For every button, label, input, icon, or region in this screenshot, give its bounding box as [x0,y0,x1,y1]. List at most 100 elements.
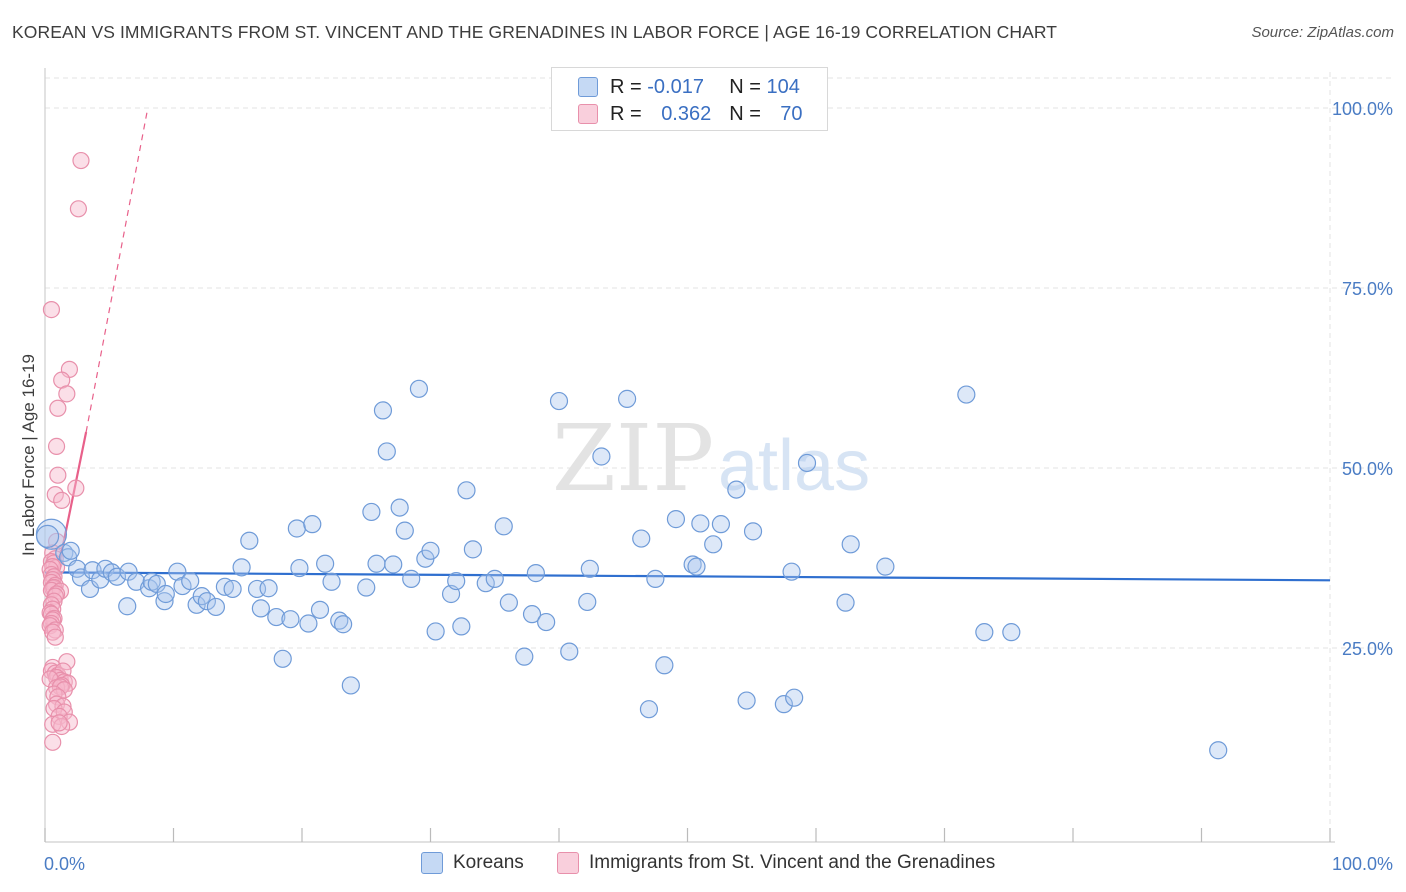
koreans-point [316,554,335,573]
koreans-point [639,700,659,719]
r-value: -0.017 [647,75,704,98]
koreans-point [377,442,396,461]
koreans-point [560,642,579,661]
koreans-point [402,569,421,588]
y-tick-label: 25.0% [1342,639,1393,659]
immigrants-point [49,399,67,417]
koreans-point [691,514,710,533]
immigrants-point [50,714,68,732]
koreans-point [267,607,286,627]
koreans-point [61,541,80,560]
tick-labels: 25.0% 50.0% 75.0% 100.0% 0.0% 100.0% [44,99,1393,874]
immigrants-point [67,479,85,497]
legend-item-koreans: Koreans [421,852,524,874]
koreans-point [232,558,251,577]
axes [44,68,1335,843]
correlation-legend: R = -0.017 N = 104 R = 0.362 N = 70 [551,67,828,131]
koreans-point [452,617,471,636]
koreans-point [68,559,87,578]
koreans-point [421,541,440,560]
koreans-point [373,401,393,420]
koreans-point [841,535,860,554]
koreans-point [537,612,556,632]
koreans-point [1209,741,1228,760]
koreans-point [322,572,341,591]
blue-swatch-icon [421,852,443,874]
koreans-point [367,554,386,573]
legend-item-immigrants: Immigrants from St. Vincent and the Gren… [557,852,995,874]
koreans-point [187,595,206,614]
pink-swatch-icon [578,104,598,124]
blue-swatch-icon [578,77,598,97]
koreans-point [181,571,200,591]
immigrants-point [72,151,90,170]
y-tick-label: 100.0% [1332,99,1393,119]
koreans-point [334,615,353,634]
koreans-point [797,453,817,473]
r-value: 0.362 [661,102,712,125]
koreans-point [287,519,306,538]
koreans-point [499,593,518,612]
koreans-point [362,502,381,522]
watermark-atlas: atlas [718,426,870,506]
koreans-trend-line [44,571,1331,582]
immigrants-point [55,681,73,699]
immigrants-point [47,437,66,455]
legend-row-immigrants: R = 0.362 N = 70 [552,101,803,127]
koreans-point [655,656,674,675]
koreans-point [390,498,409,517]
koreans-point [457,481,476,500]
r-label: R = [610,102,642,125]
immigrants-trend-extension [85,107,149,433]
koreans-point [147,574,166,594]
koreans-point [206,597,226,617]
koreans-point [118,597,137,616]
x-tick-label: 100.0% [1332,854,1393,874]
n-value: 104 [766,75,800,98]
source-label: Source: ZipAtlas.com [1251,24,1394,41]
koreans-point [290,558,309,578]
koreans-point [727,480,746,499]
koreans-point [395,521,414,540]
koreans-point [156,584,175,604]
immigrants-point [42,301,61,319]
immigrants-points [41,151,90,751]
koreans-point [299,614,318,633]
immigrants-point [53,491,71,509]
koreans-point [409,379,429,398]
y-tick-label: 50.0% [1342,459,1393,479]
koreans-point [485,569,504,588]
y-axis-title: In Labor Force | Age 16-19 [19,354,38,556]
koreans-point [357,578,376,597]
koreans-point [1002,623,1021,642]
koreans-point [578,592,597,612]
koreans-point [310,600,330,619]
immigrants-point [46,486,64,504]
immigrants-point [46,621,64,639]
koreans-point [251,599,270,618]
n-label: N = [729,75,761,98]
koreans-point [774,695,793,714]
koreans-point [592,447,611,466]
koreans-point [515,647,534,666]
koreans-point [522,605,542,624]
chart-title: KOREAN VS IMMIGRANTS FROM ST. VINCENT AN… [12,22,1058,42]
koreans-point [876,557,895,576]
immigrants-point [46,628,64,646]
koreans-point [743,522,763,541]
immigrants-point [58,385,76,403]
koreans-point [303,515,322,534]
koreans-point [240,531,259,550]
watermark-zip: ZIP [552,405,714,512]
koreans-point [782,562,801,581]
r-label: R = [610,75,642,98]
immigrants-point [44,733,62,751]
koreans-point [737,691,756,710]
koreans-point [666,510,686,529]
koreans-point [494,517,513,536]
legend-label-immigrants: Immigrants from St. Vincent and the Gren… [589,852,996,873]
koreans-point [580,559,599,578]
koreans-point [384,555,403,574]
legend-row-koreans: R = -0.017 N = 104 [552,74,800,100]
koreans-point [281,610,300,629]
